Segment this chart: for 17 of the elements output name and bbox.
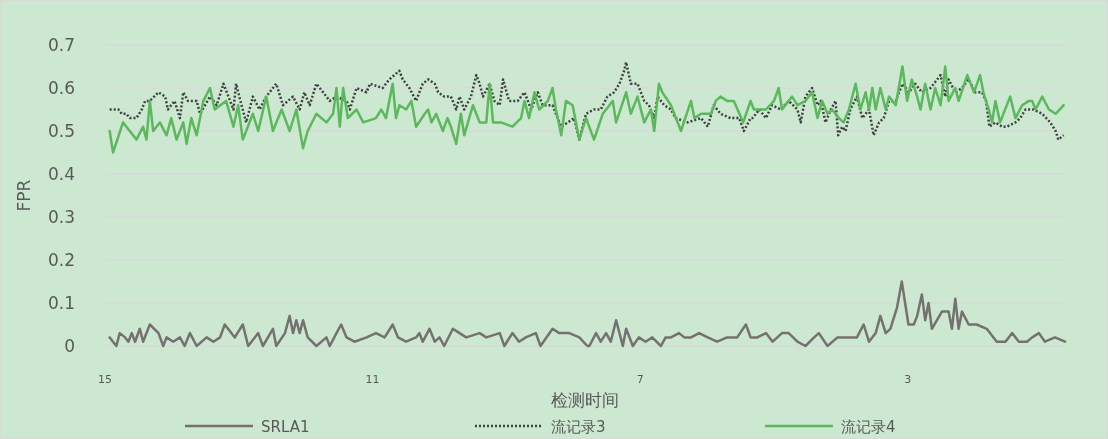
y-tick-label: 0.4 bbox=[47, 164, 75, 184]
legend-label: SRLA1 bbox=[261, 418, 310, 436]
y-tick-label: 0 bbox=[64, 336, 75, 356]
y-tick-label: 0.1 bbox=[47, 293, 75, 313]
x-tick-label: 15 bbox=[98, 373, 112, 386]
legend-label: 流记录3 bbox=[551, 418, 606, 436]
x-tick-label: 11 bbox=[365, 373, 380, 386]
x-tick-label: 3 bbox=[904, 373, 912, 386]
y-axis-title: FPR bbox=[14, 179, 34, 212]
x-tick-label: 7 bbox=[636, 373, 644, 386]
x-axis-title: 检测时间 bbox=[551, 390, 619, 410]
y-tick-label: 0.3 bbox=[47, 207, 75, 227]
legend-label: 流记录4 bbox=[841, 418, 896, 436]
y-tick-label: 0.7 bbox=[47, 35, 75, 55]
y-tick-label: 0.5 bbox=[47, 121, 75, 141]
y-tick-label: 0.6 bbox=[47, 78, 75, 98]
y-tick-label: 0.2 bbox=[47, 250, 75, 270]
